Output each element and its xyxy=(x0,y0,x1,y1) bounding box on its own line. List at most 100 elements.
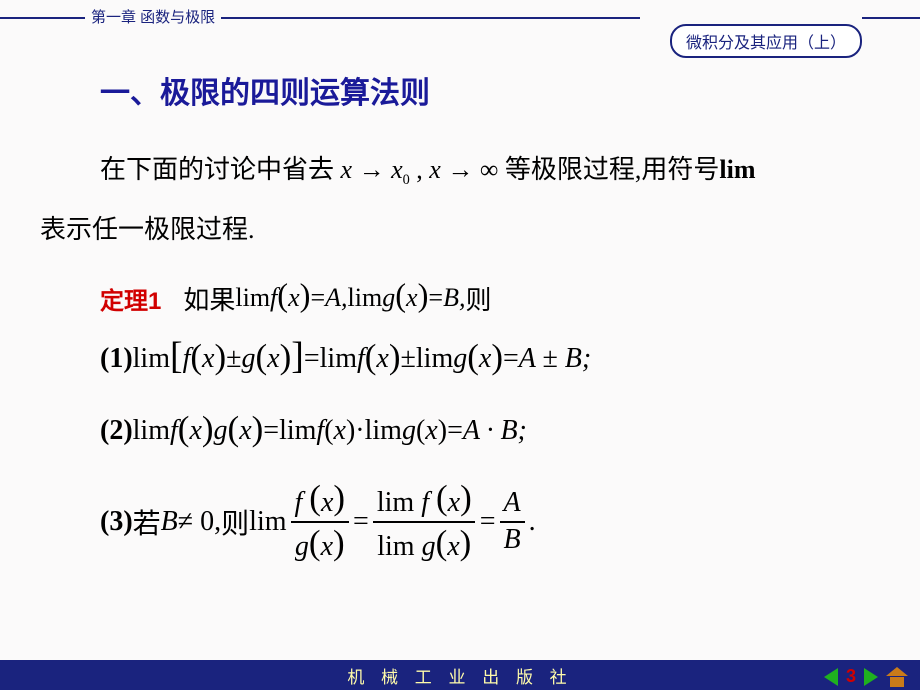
theorem-rp1: ) xyxy=(300,278,311,315)
r1-lp2: ( xyxy=(256,337,268,377)
publisher-text: 机 械 工 业 出 版 社 xyxy=(347,663,572,688)
r3-pre: 若 xyxy=(133,502,161,542)
intro-lim-symbol: lim xyxy=(719,155,755,184)
r3-B2: B xyxy=(500,521,525,556)
r3-rp5: ) xyxy=(460,478,472,517)
r3-f2: f xyxy=(421,487,436,518)
intro-math-x2: x xyxy=(429,155,441,184)
r3-limg: lim xyxy=(377,531,421,562)
home-icon[interactable] xyxy=(886,667,908,687)
r3-den-lp: ( xyxy=(309,523,321,562)
r1-lp1: ( xyxy=(190,337,202,377)
rule1-rbrack: ] xyxy=(291,334,304,378)
r3-B: B xyxy=(161,506,178,538)
r3-g2: g xyxy=(422,531,436,562)
r3-post: 则 xyxy=(221,502,249,542)
r3-neq: ≠ 0, xyxy=(178,506,221,538)
r1-eq2: = xyxy=(503,343,519,375)
r3-num-rp: ) xyxy=(333,478,345,517)
r3-period: . xyxy=(529,506,536,538)
r1-rp4: ) xyxy=(491,337,503,377)
r3-num-f: f xyxy=(295,487,310,518)
r1-rp1: ) xyxy=(214,337,226,377)
r2-lp2: ( xyxy=(228,409,240,449)
r1-pm2: ± xyxy=(401,343,416,375)
r3-den-x: x xyxy=(321,531,333,562)
r2-lim-c: lim xyxy=(365,415,402,447)
r1-x3: x xyxy=(376,343,388,375)
r3-A: A xyxy=(500,488,525,521)
r1-rp2: ) xyxy=(280,337,292,377)
r3-eq2: = xyxy=(480,506,496,538)
r2-eq1: = xyxy=(263,415,279,447)
r3-lp6: ( xyxy=(436,523,448,562)
r2-x3: x xyxy=(334,415,346,447)
r1-pm1: ± xyxy=(226,343,241,375)
theorem-statement: 如果 lim f (x) = A, lim g(x) = B, 则 xyxy=(183,280,491,317)
rule1-num: (1) xyxy=(100,343,133,375)
r1-x4: x xyxy=(479,343,491,375)
page-number: 3 xyxy=(846,666,856,687)
intro-sep: , xyxy=(416,155,429,184)
r2-f1: f xyxy=(170,415,178,447)
intro-arrow-1: → xyxy=(352,155,391,184)
prev-icon[interactable] xyxy=(824,668,838,686)
r3-frac-2: lim f (x) lim g(x) xyxy=(373,481,476,564)
theorem-eq1: = xyxy=(310,283,325,313)
r3-limf: lim xyxy=(377,487,421,518)
theorem-pre: 如果 xyxy=(183,280,235,317)
r2-dot: · xyxy=(355,415,364,447)
r2-x2: x xyxy=(239,415,251,447)
top-rule-right xyxy=(862,17,920,19)
r1-lp3: ( xyxy=(365,337,377,377)
r2-eq2: = xyxy=(447,415,463,447)
intro-math-x1: x xyxy=(341,155,353,184)
r3-num-lp: ( xyxy=(309,478,321,517)
r3-frac-3: A B xyxy=(500,488,525,556)
r3-frac-1: f (x) g(x) xyxy=(291,481,350,564)
r2-lim-b: lim xyxy=(279,415,316,447)
r2-tail: A · B; xyxy=(463,415,527,447)
theorem-row: 定理1 如果 lim f (x) = A, lim g(x) = B, 则 xyxy=(100,280,880,317)
intro-text-pre: 在下面的讨论中省去 xyxy=(100,155,341,184)
r2-lp3: ( xyxy=(324,415,333,447)
theorem-f: f xyxy=(270,283,277,313)
r1-x2: x xyxy=(267,343,279,375)
r2-lim-a: lim xyxy=(133,415,170,447)
next-icon[interactable] xyxy=(864,668,878,686)
intro-text-post1: 等极限过程,用符号 xyxy=(505,155,720,184)
r2-lp4: ( xyxy=(416,415,425,447)
r3-eq1: = xyxy=(353,506,369,538)
r1-lim-c: lim xyxy=(416,343,453,375)
rule-2: (2) lim f (x) g(x) = lim f (x) · lim g(x… xyxy=(100,411,880,451)
rule1-g1: g xyxy=(242,343,256,375)
book-badge: 微积分及其应用（上） xyxy=(670,24,862,58)
intro-math-x0-base: x xyxy=(391,155,403,184)
r3-lp5: ( xyxy=(436,478,448,517)
theorem-eq2: = xyxy=(428,283,443,313)
rule-3: (3) 若 B ≠ 0, 则 lim f (x) g(x) = lim f (x… xyxy=(100,481,880,564)
r2-g1: g xyxy=(214,415,228,447)
theorem-lim1: lim xyxy=(235,283,270,313)
slide-content: 一、极限的四则运算法则 在下面的讨论中省去 x → x0 , x → ∞ 等极限… xyxy=(0,68,920,582)
rule2-num: (2) xyxy=(100,415,133,447)
r2-rp3: ) xyxy=(346,415,355,447)
chapter-title: 第一章 函数与极限 xyxy=(85,6,221,27)
rule1-f2: f xyxy=(357,343,365,375)
theorem-lp1: ( xyxy=(277,278,288,315)
r3-num-x: x xyxy=(321,487,333,518)
r1-lim-b: lim xyxy=(320,343,357,375)
intro-text-post2: 表示任一极限过程. xyxy=(40,215,255,244)
r2-x1: x xyxy=(189,415,201,447)
rule3-num: (3) xyxy=(100,506,133,538)
intro-math-inf: ∞ xyxy=(480,155,499,184)
rule1-lim-a: lim xyxy=(133,343,170,375)
section-heading: 一、极限的四则运算法则 xyxy=(100,68,880,112)
theorem-x1: x xyxy=(288,283,300,313)
r2-rp4: ) xyxy=(438,415,447,447)
r2-lp1: ( xyxy=(178,409,190,449)
rule1-f1: f xyxy=(183,343,191,375)
r1-lp4: ( xyxy=(467,337,479,377)
rule1-lbrack: [ xyxy=(170,334,183,378)
r2-f2: f xyxy=(316,415,324,447)
